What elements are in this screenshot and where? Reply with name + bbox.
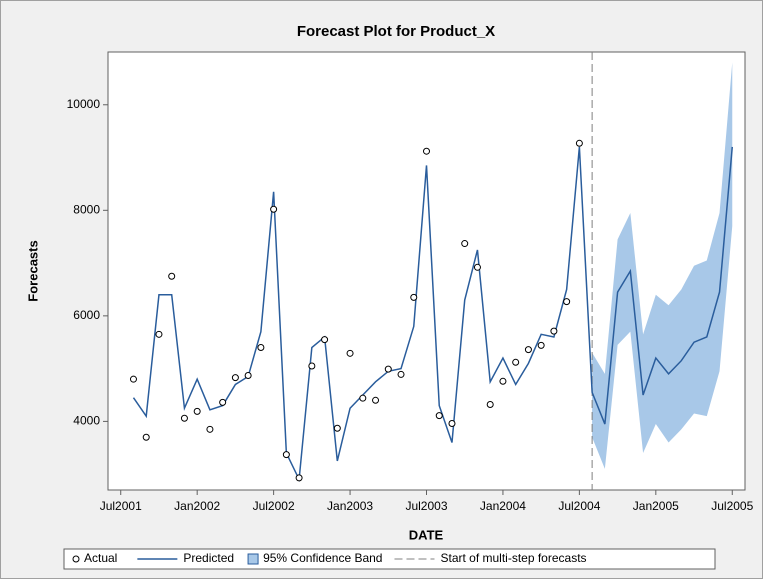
legend: [63, 548, 716, 570]
y-tick-label: 4000: [73, 414, 100, 428]
actual-point: [193, 407, 201, 415]
y-tick-label: 6000: [73, 308, 100, 322]
actual-point: [448, 420, 456, 428]
confidence-band: [592, 62, 733, 469]
actual-point: [473, 263, 481, 271]
actual-point: [270, 205, 278, 213]
actual-point: [295, 474, 303, 482]
actual-point: [486, 401, 494, 409]
actual-point: [372, 396, 380, 404]
chart-title: Forecast Plot for Product_X: [297, 23, 495, 40]
x-tick-label: Jul2002: [253, 499, 295, 513]
legend-label: Predicted: [183, 551, 234, 565]
legend-label: 95% Confidence Band: [263, 551, 382, 565]
actual-point: [537, 341, 545, 349]
actual-point: [499, 377, 507, 385]
actual-point: [423, 147, 430, 155]
actual-point: [550, 327, 558, 335]
x-tick-label: Jul2004: [558, 499, 600, 513]
legend-label: Actual: [84, 551, 117, 565]
legend-label: Start of multi-step forecasts: [440, 551, 586, 565]
x-tick-label: Jan2003: [327, 499, 373, 513]
x-axis-label: DATE: [409, 527, 444, 542]
actual-point: [410, 293, 418, 301]
actual-point: [244, 371, 252, 379]
actual-point: [333, 424, 341, 432]
legend-marker: [72, 555, 80, 563]
x-tick-label: Jan2004: [480, 499, 526, 513]
x-tick-label: Jul2001: [100, 499, 142, 513]
x-tick-label: Jul2003: [405, 499, 447, 513]
actual-point: [461, 240, 469, 248]
actual-point: [282, 451, 290, 459]
actual-point: [321, 336, 329, 344]
x-tick-label: Jul2005: [711, 499, 753, 513]
y-tick-label: 10000: [67, 97, 101, 111]
plot-area: [107, 51, 746, 491]
actual-point: [397, 370, 405, 378]
y-axis-label: Forecasts: [25, 240, 40, 301]
actual-point: [257, 344, 265, 352]
actual-point: [142, 433, 150, 441]
legend-swatch: [247, 553, 259, 565]
x-tick-label: Jan2002: [174, 499, 220, 513]
actual-point: [359, 394, 367, 402]
actual-point: [129, 375, 137, 383]
actual-point: [563, 298, 571, 306]
actual-point: [168, 272, 176, 280]
x-tick-label: Jan2005: [633, 499, 679, 513]
y-tick-label: 8000: [73, 202, 100, 216]
actual-point: [575, 139, 583, 147]
actual-point: [435, 412, 443, 420]
actual-point: [308, 362, 316, 370]
actual-point: [231, 374, 239, 382]
actual-point: [206, 425, 214, 433]
actual-point: [219, 398, 227, 406]
actual-point: [346, 349, 354, 357]
predicted-line: [132, 146, 734, 483]
actual-point: [384, 365, 392, 373]
actual-point: [512, 358, 520, 366]
actual-point: [155, 330, 163, 338]
actual-point: [524, 346, 532, 354]
actual-point: [180, 414, 188, 422]
